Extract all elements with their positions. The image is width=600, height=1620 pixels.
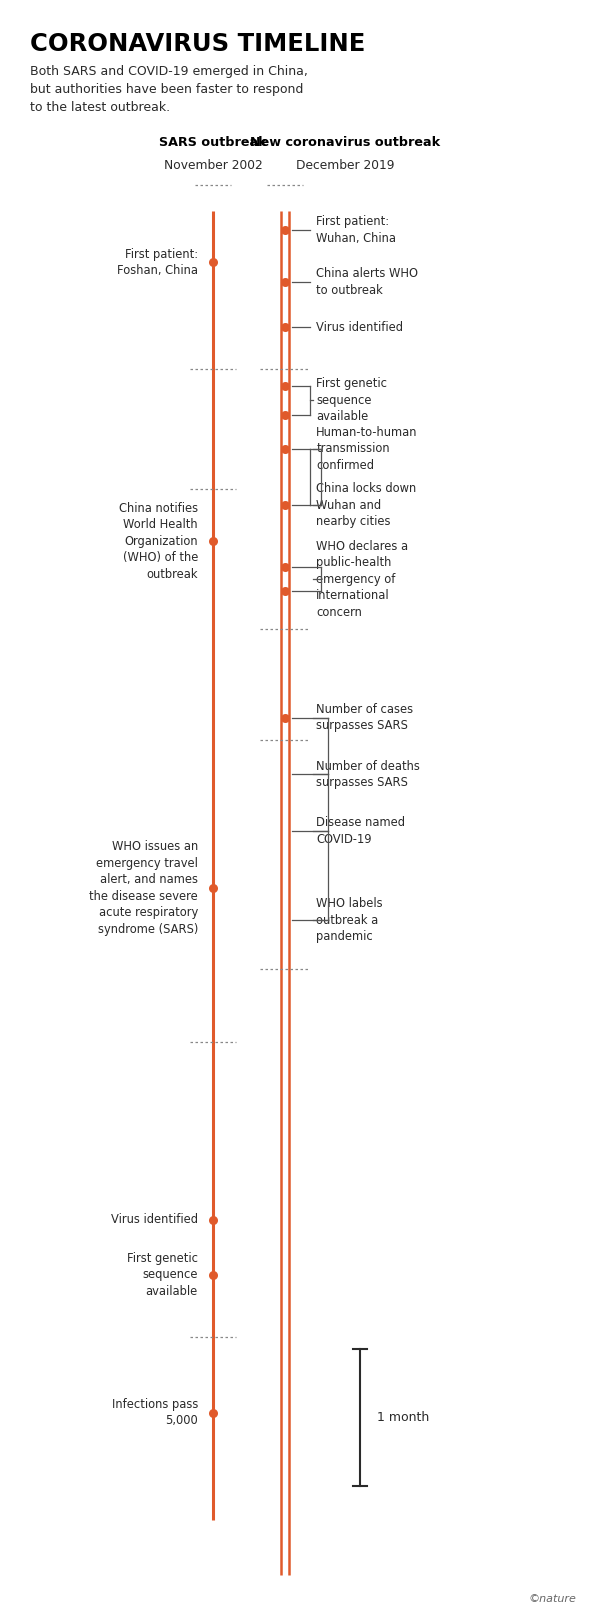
Text: New coronavirus outbreak: New coronavirus outbreak: [250, 136, 440, 149]
Text: Human-to-human
transmission
confirmed: Human-to-human transmission confirmed: [316, 426, 418, 471]
Text: Infections pass
5,000: Infections pass 5,000: [112, 1398, 198, 1427]
Text: WHO issues an
emergency travel
alert, and names
the disease severe
acute respira: WHO issues an emergency travel alert, an…: [89, 841, 198, 935]
Text: 1 month: 1 month: [377, 1411, 429, 1424]
Text: Both SARS and COVID-19 emerged in China,
but authorities have been faster to res: Both SARS and COVID-19 emerged in China,…: [30, 65, 308, 113]
Text: Disease named
COVID-19: Disease named COVID-19: [316, 816, 405, 846]
Text: Virus identified: Virus identified: [111, 1213, 198, 1226]
Text: Number of deaths
surpasses SARS: Number of deaths surpasses SARS: [316, 760, 420, 789]
Text: November 2002: November 2002: [164, 159, 262, 172]
Text: WHO declares a
public-health
emergency of
international
concern: WHO declares a public-health emergency o…: [316, 539, 409, 619]
Text: China locks down
Wuhan and
nearby cities: China locks down Wuhan and nearby cities: [316, 483, 416, 528]
Text: Virus identified: Virus identified: [316, 321, 403, 334]
Text: First patient:
Foshan, China: First patient: Foshan, China: [117, 248, 198, 277]
Text: China notifies
World Health
Organization
(WHO) of the
outbreak: China notifies World Health Organization…: [119, 502, 198, 580]
Text: SARS outbreak: SARS outbreak: [159, 136, 267, 149]
Text: China alerts WHO
to outbreak: China alerts WHO to outbreak: [316, 267, 418, 296]
Text: ©nature: ©nature: [528, 1594, 576, 1604]
Text: December 2019: December 2019: [296, 159, 394, 172]
Text: First genetic
sequence
available: First genetic sequence available: [127, 1252, 198, 1298]
Text: First patient:
Wuhan, China: First patient: Wuhan, China: [316, 215, 396, 245]
Text: CORONAVIRUS TIMELINE: CORONAVIRUS TIMELINE: [30, 32, 365, 57]
Text: First genetic
sequence
available: First genetic sequence available: [316, 377, 387, 423]
Text: Number of cases
surpasses SARS: Number of cases surpasses SARS: [316, 703, 413, 732]
Text: WHO labels
outbreak a
pandemic: WHO labels outbreak a pandemic: [316, 897, 383, 943]
